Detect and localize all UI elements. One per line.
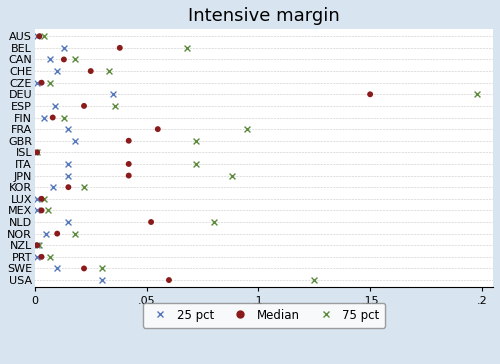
Point: [243, 126, 251, 132]
Point: [64, 219, 72, 225]
Point: [36, 33, 44, 39]
Point: [192, 161, 200, 167]
Point: [64, 126, 72, 132]
Point: [310, 277, 318, 283]
Point: [46, 80, 54, 86]
Point: [124, 173, 132, 178]
Point: [228, 173, 235, 178]
Point: [33, 242, 41, 248]
Point: [48, 184, 56, 190]
Point: [48, 115, 56, 120]
Point: [104, 68, 112, 74]
Point: [40, 33, 48, 39]
Point: [71, 138, 79, 144]
Point: [51, 103, 59, 109]
Point: [147, 219, 155, 225]
Point: [192, 138, 200, 144]
Point: [33, 254, 41, 260]
Point: [33, 242, 41, 248]
Point: [46, 56, 54, 62]
Point: [71, 231, 79, 237]
Point: [33, 196, 41, 202]
Point: [38, 196, 46, 202]
Point: [210, 219, 218, 225]
Point: [98, 277, 106, 283]
Point: [31, 150, 39, 155]
Point: [109, 91, 117, 97]
Point: [38, 207, 46, 213]
Point: [86, 68, 94, 74]
Point: [474, 91, 482, 97]
Point: [165, 277, 173, 283]
Point: [42, 231, 50, 237]
Point: [53, 68, 61, 74]
Point: [183, 45, 191, 51]
Point: [38, 254, 46, 260]
Point: [60, 56, 68, 62]
Point: [124, 138, 132, 144]
Title: Intensive margin: Intensive margin: [188, 7, 340, 25]
Point: [64, 161, 72, 167]
Point: [80, 184, 88, 190]
Point: [40, 196, 48, 202]
Point: [38, 80, 46, 86]
Point: [71, 56, 79, 62]
Point: [366, 91, 374, 97]
Point: [116, 45, 124, 51]
Point: [64, 184, 72, 190]
Point: [33, 207, 41, 213]
Point: [60, 115, 68, 120]
Point: [112, 103, 120, 109]
Point: [80, 266, 88, 272]
Point: [33, 80, 41, 86]
Point: [98, 266, 106, 272]
Point: [53, 231, 61, 237]
Point: [64, 173, 72, 178]
Point: [33, 33, 41, 39]
Point: [40, 115, 48, 120]
Point: [46, 254, 54, 260]
Point: [124, 161, 132, 167]
Point: [44, 207, 52, 213]
Point: [33, 150, 41, 155]
Point: [53, 266, 61, 272]
Legend: 25 pct, Median, 75 pct: 25 pct, Median, 75 pct: [142, 303, 386, 328]
Point: [154, 126, 162, 132]
Point: [33, 150, 41, 155]
Point: [60, 45, 68, 51]
Point: [36, 242, 44, 248]
Point: [80, 103, 88, 109]
